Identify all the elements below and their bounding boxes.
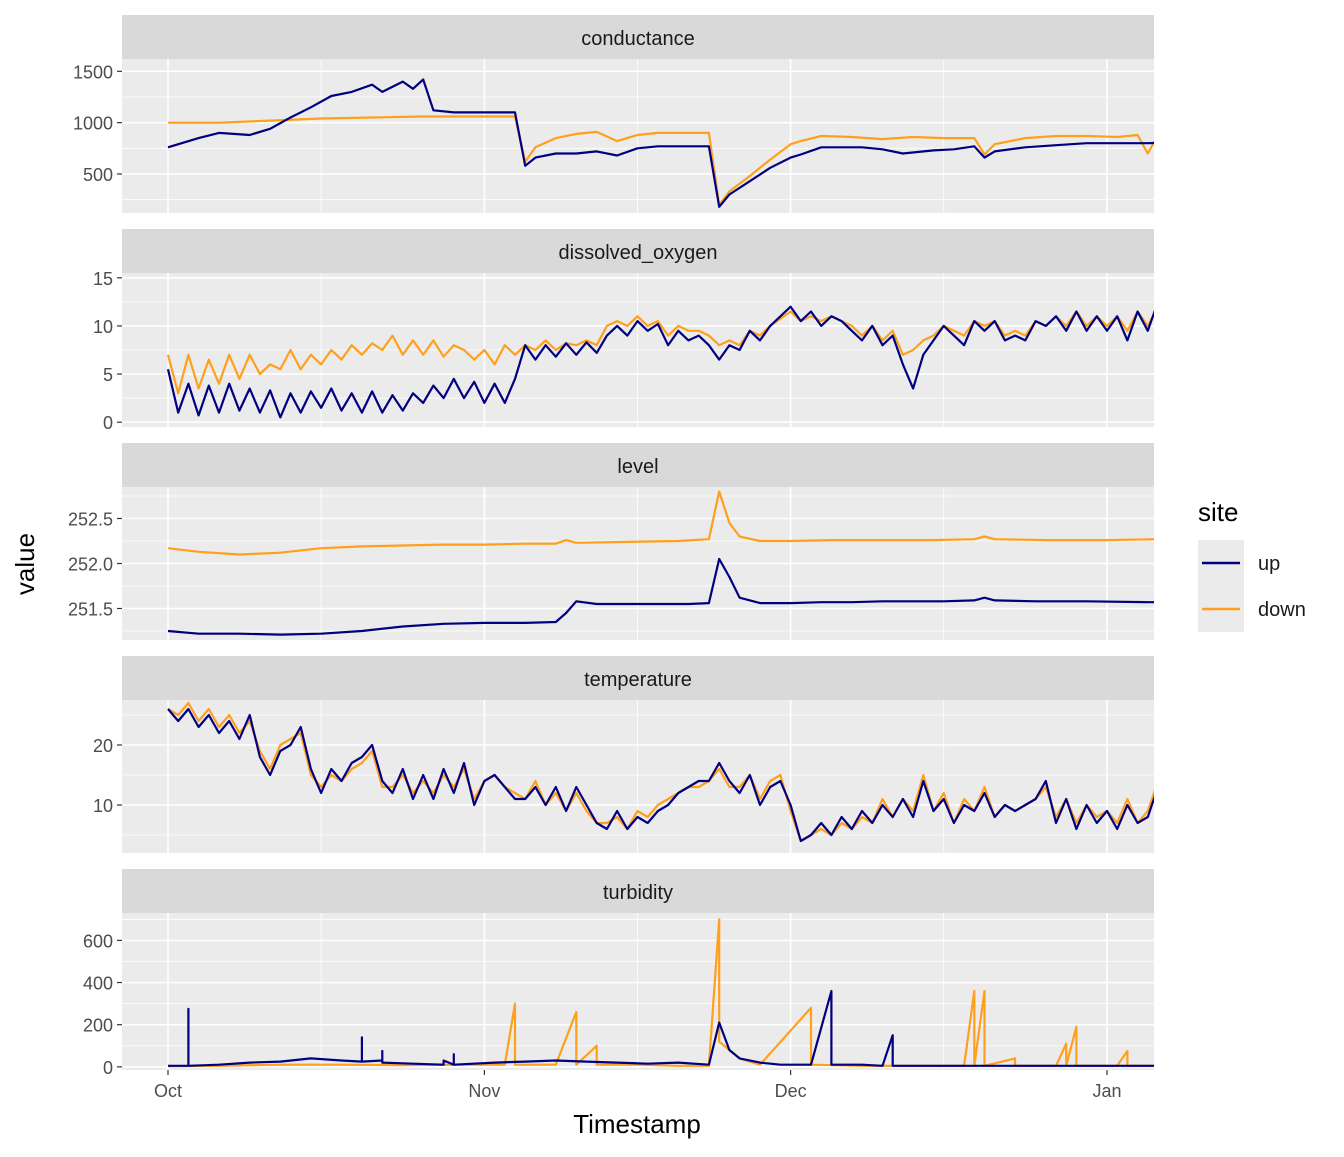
y-tick-label: 0: [103, 1058, 113, 1078]
y-tick-label: 1000: [73, 114, 113, 134]
y-tick-label: 500: [83, 165, 113, 185]
y-tick-label: 5: [103, 365, 113, 385]
facet-strip: [122, 656, 1154, 700]
facet-strip: [122, 443, 1154, 487]
legend-title: site: [1198, 497, 1238, 527]
x-tick-label: Nov: [468, 1081, 500, 1101]
y-tick-label: 252.5: [68, 510, 113, 530]
y-tick-label: 15: [93, 269, 113, 289]
x-axis: Oct Nov Dec Jan: [154, 1070, 1122, 1101]
y-tick-label: 10: [93, 796, 113, 816]
series-line-down-temperature: [167, 701, 1154, 843]
x-tick-label: Jan: [1092, 1081, 1121, 1101]
x-tick-label: Dec: [775, 1081, 807, 1101]
y-tick-label: 252.0: [68, 555, 113, 575]
panel-background: [122, 700, 1154, 853]
series-line-down-dissolved_oxygen: [166, 310, 1154, 395]
facet-strip: [122, 869, 1154, 913]
y-tick-label: 0: [103, 413, 113, 433]
facet-panel-dissolved_oxygen: dissolved_oxygen 0 5 10 15: [93, 229, 1154, 433]
y-tick-label: 200: [83, 1016, 113, 1036]
series-line-up-turbidity: [168, 989, 1154, 1067]
facet-panel-conductance: conductance 500 1000 1500: [73, 15, 1154, 213]
series-line-up-dissolved_oxygen: [166, 305, 1154, 419]
facet-strip-label: temperature: [584, 669, 692, 691]
y-axis-title: value: [10, 533, 40, 595]
series-line-down-level: [167, 490, 1154, 556]
facet-panel-temperature: temperature 10 20: [93, 656, 1154, 853]
facet-strip: [122, 229, 1154, 273]
y-tick-label: 1500: [73, 62, 113, 82]
legend-label-up: up: [1258, 553, 1280, 575]
legend-key-background: [1198, 540, 1244, 632]
series-line-up-conductance: [167, 78, 1154, 208]
legend-label-down: down: [1258, 599, 1306, 621]
y-tick-label: 251.5: [68, 600, 113, 620]
facet-panels: conductance 500 1000 1500 dissolved_oxygen 0 5…: [68, 15, 1154, 1078]
y-tick-label: 10: [93, 317, 113, 337]
y-tick-label: 20: [93, 736, 113, 756]
y-tick-label: 400: [83, 974, 113, 994]
facet-strip-label: conductance: [581, 28, 694, 50]
facet-panel-turbidity: turbidity 0 200 400 600: [83, 869, 1154, 1078]
x-tick-label: Oct: [154, 1081, 182, 1101]
x-axis-title: Timestamp: [573, 1109, 701, 1139]
facet-strip: [122, 15, 1154, 59]
facet-strip-label: level: [617, 456, 658, 478]
series-line-up-level: [167, 557, 1154, 636]
facet-strip-label: turbidity: [603, 882, 673, 904]
facet-panel-level: level 251.5 252.0 252.5: [68, 443, 1154, 640]
y-tick-label: 600: [83, 931, 113, 951]
series-line-up-temperature: [167, 707, 1154, 843]
facet-strip-label: dissolved_oxygen: [559, 242, 718, 264]
panel-background: [122, 913, 1154, 1070]
legend: site up down: [1198, 497, 1306, 632]
